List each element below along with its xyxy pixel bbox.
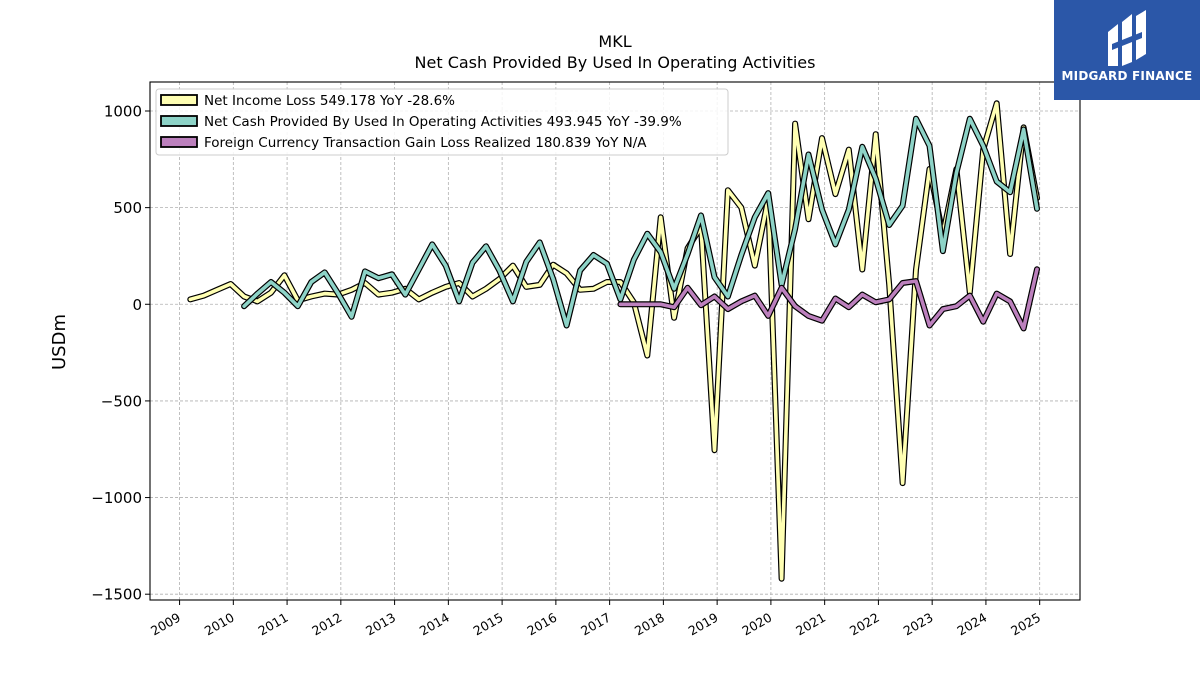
x-tick-label: 2010 bbox=[202, 610, 237, 639]
series-layer bbox=[187, 100, 1040, 582]
legend-swatch bbox=[160, 115, 198, 127]
grid-layer bbox=[150, 82, 1080, 600]
legend-label: Net Income Loss 549.178 YoY -28.6% bbox=[204, 93, 455, 109]
y-tick-label: 0 bbox=[132, 296, 142, 314]
y-tick-label: −1500 bbox=[91, 586, 142, 604]
x-tick-label: 2021 bbox=[793, 610, 828, 639]
chart-ticker: MKL bbox=[598, 32, 631, 51]
legend: Net Income Loss 549.178 YoY -28.6% Net Ca… bbox=[155, 88, 729, 156]
midgard-finance-logo: MIDGARD FINANCE bbox=[1054, 0, 1200, 100]
legend-label: Net Cash Provided By Used In Operating A… bbox=[204, 114, 682, 130]
x-tick-label: 2013 bbox=[363, 610, 398, 639]
series-line-foreign-currency-transaction-gain-loss-realized bbox=[618, 267, 1039, 331]
x-tick-label: 2011 bbox=[256, 610, 291, 639]
y-axis-label: USDm bbox=[49, 314, 70, 370]
x-tick-label: 2009 bbox=[148, 610, 183, 639]
x-tick-label: 2015 bbox=[471, 610, 506, 639]
brand-name: MIDGARD FINANCE bbox=[1061, 69, 1193, 83]
legend-swatch bbox=[160, 94, 198, 106]
y-tick-label: 500 bbox=[113, 199, 142, 217]
x-tick-label: 2022 bbox=[847, 610, 882, 639]
x-tick-label: 2018 bbox=[632, 610, 667, 639]
series-line-net-cash-provided-by-used-in-operating-activities bbox=[242, 116, 1039, 328]
chart-title: Net Cash Provided By Used In Operating A… bbox=[415, 53, 816, 72]
y-tick-label: −500 bbox=[101, 392, 142, 410]
x-tick-label: 2014 bbox=[417, 610, 452, 639]
x-tick-label: 2016 bbox=[524, 610, 559, 639]
x-tick-label: 2025 bbox=[1008, 610, 1043, 639]
x-tick-label: 2012 bbox=[309, 610, 344, 639]
y-tick-label: 1000 bbox=[104, 102, 142, 120]
y-tick-label: −1000 bbox=[91, 489, 142, 507]
axis-layer: 1000 500 0 −500 −1000 −1500 2009 2010 2011 2012 20… bbox=[91, 102, 1043, 638]
legend-box bbox=[155, 88, 729, 156]
plot-frame bbox=[149, 81, 1081, 601]
x-tick-label: 2023 bbox=[901, 610, 936, 639]
midgard-logo-icon bbox=[1108, 10, 1146, 66]
x-tick-label: 2020 bbox=[739, 610, 774, 639]
x-tick-label: 2017 bbox=[578, 610, 613, 639]
legend-label: Foreign Currency Transaction Gain Loss R… bbox=[204, 135, 647, 151]
legend-swatch bbox=[160, 136, 198, 148]
x-tick-label: 2019 bbox=[686, 610, 721, 639]
x-tick-label: 2024 bbox=[954, 610, 989, 639]
